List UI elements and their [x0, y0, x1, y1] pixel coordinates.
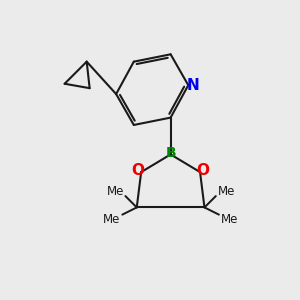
Text: Me: Me [218, 185, 235, 198]
Text: O: O [196, 163, 209, 178]
Text: Me: Me [220, 212, 238, 226]
Text: B: B [165, 146, 176, 160]
Text: Me: Me [103, 212, 121, 226]
Text: N: N [186, 78, 199, 93]
Text: Me: Me [106, 185, 124, 198]
Text: O: O [132, 163, 145, 178]
